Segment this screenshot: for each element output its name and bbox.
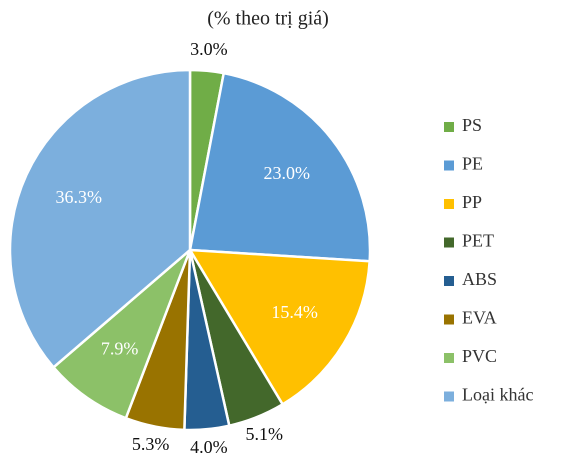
legend-label: PE: [462, 154, 483, 174]
legend-label: Loại khác: [462, 385, 533, 405]
data-label: 4.0%: [190, 437, 228, 457]
legend-swatch: [444, 160, 454, 171]
data-label: 7.9%: [101, 338, 139, 358]
pie-slice: [187, 248, 371, 407]
data-label: 23.0%: [263, 163, 310, 183]
legend-swatch: [444, 314, 454, 325]
legend-swatch: [444, 353, 454, 363]
legend-label: PVC: [462, 346, 497, 366]
legend-swatch: [444, 391, 454, 402]
legend-swatch: [444, 199, 454, 209]
data-label: 5.1%: [245, 424, 283, 444]
legend-label: PP: [462, 192, 482, 212]
legend-label: ABS: [462, 269, 497, 289]
legend-label: PS: [462, 115, 482, 135]
legend-label: PET: [462, 231, 494, 251]
data-label: 3.0%: [190, 39, 228, 59]
legend-swatch: [444, 122, 454, 132]
legend-swatch: [444, 237, 454, 248]
legend-swatch: [444, 276, 454, 286]
data-label: 36.3%: [56, 187, 103, 207]
pie-slice: [188, 71, 372, 263]
legend-label: EVA: [462, 308, 497, 328]
data-label: 5.3%: [132, 434, 170, 454]
data-label: 15.4%: [271, 302, 318, 322]
pie-slice: [8, 68, 192, 370]
chart-subtitle: (% theo trị giá): [207, 8, 329, 30]
